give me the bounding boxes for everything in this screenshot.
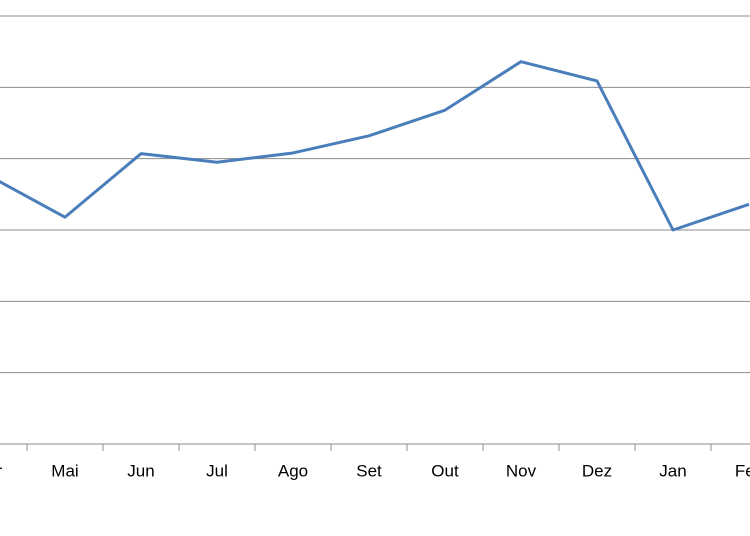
x-tick-label: Set — [356, 461, 382, 480]
x-tick-label: Jul — [206, 461, 228, 480]
x-tick-label: Abr — [0, 461, 3, 480]
x-tick-label: Mai — [51, 461, 78, 480]
x-tick-label: Fev — [735, 461, 750, 480]
x-tick-label: Nov — [506, 461, 537, 480]
x-tick-label: Dez — [582, 461, 612, 480]
line-series — [0, 60, 750, 232]
x-tick-label: Jun — [127, 461, 154, 480]
x-tick-label: Ago — [278, 461, 308, 480]
x-tick-label: Out — [431, 461, 459, 480]
x-tick-label: Jan — [659, 461, 686, 480]
